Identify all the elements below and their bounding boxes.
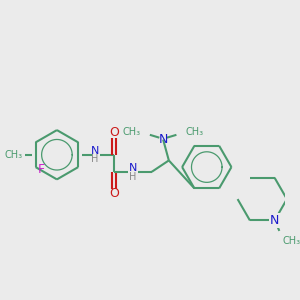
Text: N: N <box>270 214 279 227</box>
Text: CH₃: CH₃ <box>282 236 300 246</box>
Text: CH₃: CH₃ <box>4 150 23 160</box>
Text: N: N <box>91 146 99 156</box>
Text: H: H <box>91 154 98 164</box>
Text: F: F <box>38 163 45 176</box>
Text: N: N <box>129 163 137 173</box>
Text: O: O <box>109 187 119 200</box>
Text: CH₃: CH₃ <box>122 127 140 137</box>
Text: CH₃: CH₃ <box>186 127 204 137</box>
Text: N: N <box>158 133 168 146</box>
Text: O: O <box>109 126 119 140</box>
Text: H: H <box>129 172 136 182</box>
